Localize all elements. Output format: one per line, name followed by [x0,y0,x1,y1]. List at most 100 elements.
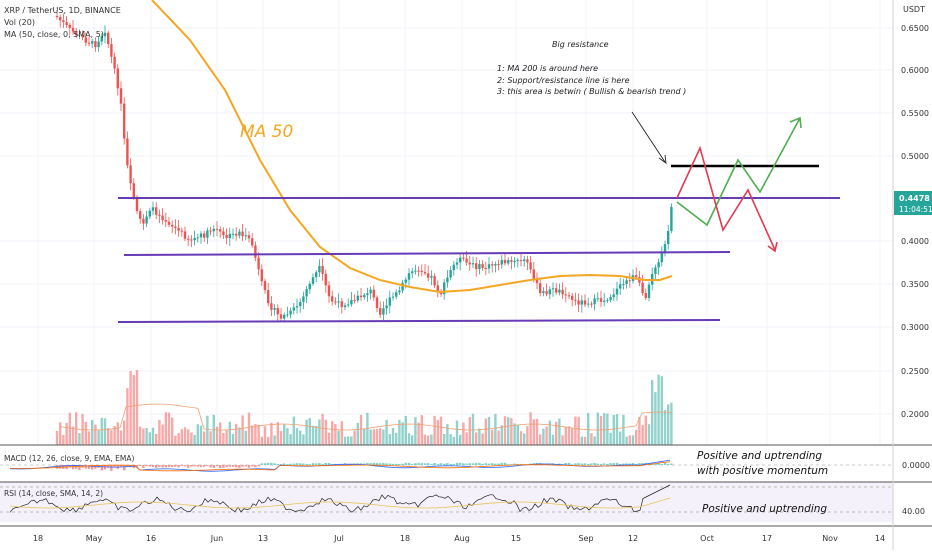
volume-bar [519,431,523,445]
macd-bar [596,463,599,465]
candle-body [545,291,548,295]
macd-bar [388,463,391,465]
time-axis-label: 12 [628,534,638,543]
macd-note-line-2: with positive momentum [697,465,828,477]
volume-bar [532,419,535,445]
grid [0,0,893,445]
volume-bar [599,415,603,445]
volume-bar [548,420,551,445]
candle-body [449,270,452,278]
macd-bar [484,463,487,465]
ma-legend: MA (50, close, 0, SMA, 5) [4,30,104,39]
candle-body [606,300,609,302]
volume-bar [107,428,110,445]
candle-body [295,306,299,308]
volume-bar [580,436,583,445]
candle-body [571,295,574,300]
volume-bar [132,375,135,445]
volume-legend: Vol (20) [4,18,35,27]
volume-bar [375,429,379,445]
macd-bar [324,462,327,465]
macd-bar [631,463,635,465]
candle-body [119,88,123,104]
macd-bar [167,465,171,468]
macd-bar [427,463,430,465]
volume-bar [465,432,468,445]
volume-bar [103,418,107,445]
candle-body [142,218,145,224]
volume-bar [139,426,142,445]
volume-bar [523,433,526,445]
macd-bar [311,463,315,465]
time-axis[interactable]: 18 May 16 Jun 13 Jul 18 Aug 15 Sep 12 Oct 17 Nov 14 [33,534,885,543]
macd-bar [391,463,395,465]
volume-bar [231,433,235,445]
macd-bar [126,465,129,468]
candle-body [420,270,423,272]
candle-body [350,299,353,305]
candle-body [100,36,103,42]
volume-bar [401,422,404,445]
volume-bar [577,416,580,445]
macd-bar [279,464,283,465]
volume-bar [270,422,273,445]
volume-bar [596,412,599,445]
volume-bar [94,424,97,445]
rsi-axis-value: 40.00 [902,507,925,516]
candle-body [158,214,161,216]
macd-bar [84,465,87,469]
candle-body [401,282,404,291]
candle-body [334,301,337,303]
volume-bar [567,426,571,445]
volume-bar [68,412,71,445]
currency-label: USDT [903,5,925,14]
macd-bar [587,463,590,465]
macd-bar [379,463,382,465]
time-axis-label: May [86,534,103,543]
candle-body [372,289,375,298]
macd-bar [583,463,587,465]
macd-bar [654,463,657,465]
volume-bar [260,436,263,445]
candle-body [433,276,436,286]
candle-body [487,264,491,269]
volume-bar [436,420,439,445]
candle-body [507,260,510,264]
volume-bar [526,425,529,445]
candle-body [430,276,433,278]
macd-bar [468,463,471,465]
candle-body [475,263,478,270]
volume-bar [558,418,561,445]
volume-bar [225,430,228,445]
volume-bar [353,430,356,445]
price-axis[interactable]: 0.6500 0.6000 0.5500 0.5000 0.4000 0.3500 0.30… [901,24,929,419]
macd-bar [151,465,155,468]
volume-bar [158,420,161,445]
volume-bar [267,436,270,445]
macd-bar [299,463,302,465]
candle-body [382,308,385,315]
volume-bar [324,419,327,445]
candle-body [87,42,91,44]
candle-body [529,262,532,270]
candle-body [65,22,68,26]
time-axis-label: 18 [400,534,410,543]
bullish-arrow-head [789,116,802,129]
volume-bar [119,430,123,445]
candle-body [257,257,260,270]
volume-bar [587,412,590,445]
macd-bar [321,463,324,465]
macd-bar [241,465,244,467]
macd-bar [571,464,574,465]
volume-bar [513,423,516,445]
candle-body [78,34,81,36]
macd-bar [619,464,622,465]
price-axis-label: 0.2000 [901,410,929,419]
candle-body [129,165,132,184]
candle-body [526,259,529,263]
candle-body [395,292,398,297]
candle-body [327,285,331,297]
volume-bar [113,425,116,445]
